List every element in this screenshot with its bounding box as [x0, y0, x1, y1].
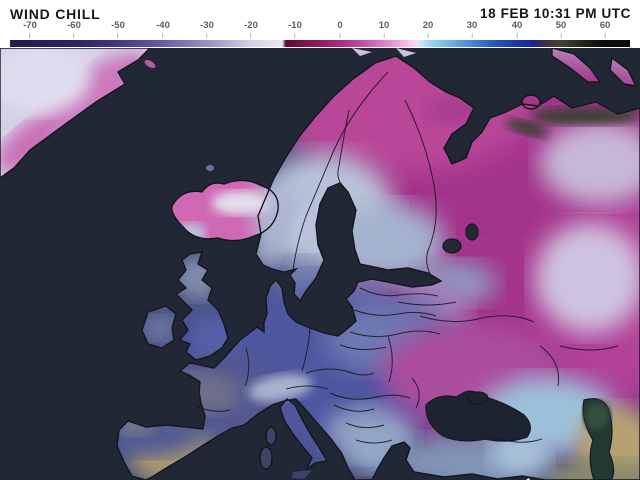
map-canvas[interactable] [0, 48, 640, 480]
windchill-color-scale [10, 40, 630, 47]
coast-layer [0, 48, 640, 480]
scale-tick: 60 [600, 21, 610, 38]
scale-tick: -30 [200, 21, 214, 38]
scale-tick: 40 [512, 21, 522, 38]
border-layer [195, 71, 619, 444]
scale-tick: -40 [156, 21, 170, 38]
scale-tick: 10 [379, 21, 389, 38]
scale-tick: -70 [23, 21, 37, 38]
sea-layer [425, 223, 615, 480]
scale-tick: -60 [67, 21, 81, 38]
timestamp-utc: 18 FEB 10:31 PM UTC [480, 6, 631, 21]
scale-tick: 20 [423, 21, 433, 38]
land-layer [0, 48, 640, 480]
page-title: WIND CHILL [10, 6, 101, 22]
scale-tick: -50 [111, 21, 125, 38]
scale-tick: -10 [288, 21, 302, 38]
scale-tick: -20 [244, 21, 258, 38]
scale-tick: 30 [467, 21, 477, 38]
europe-windchill-map [0, 48, 640, 480]
scale-tick: 0 [337, 21, 343, 38]
legend-header: WIND CHILL 18 FEB 10:31 PM UTC -70 -60 -… [0, 0, 640, 48]
scale-tick: 50 [556, 21, 566, 38]
